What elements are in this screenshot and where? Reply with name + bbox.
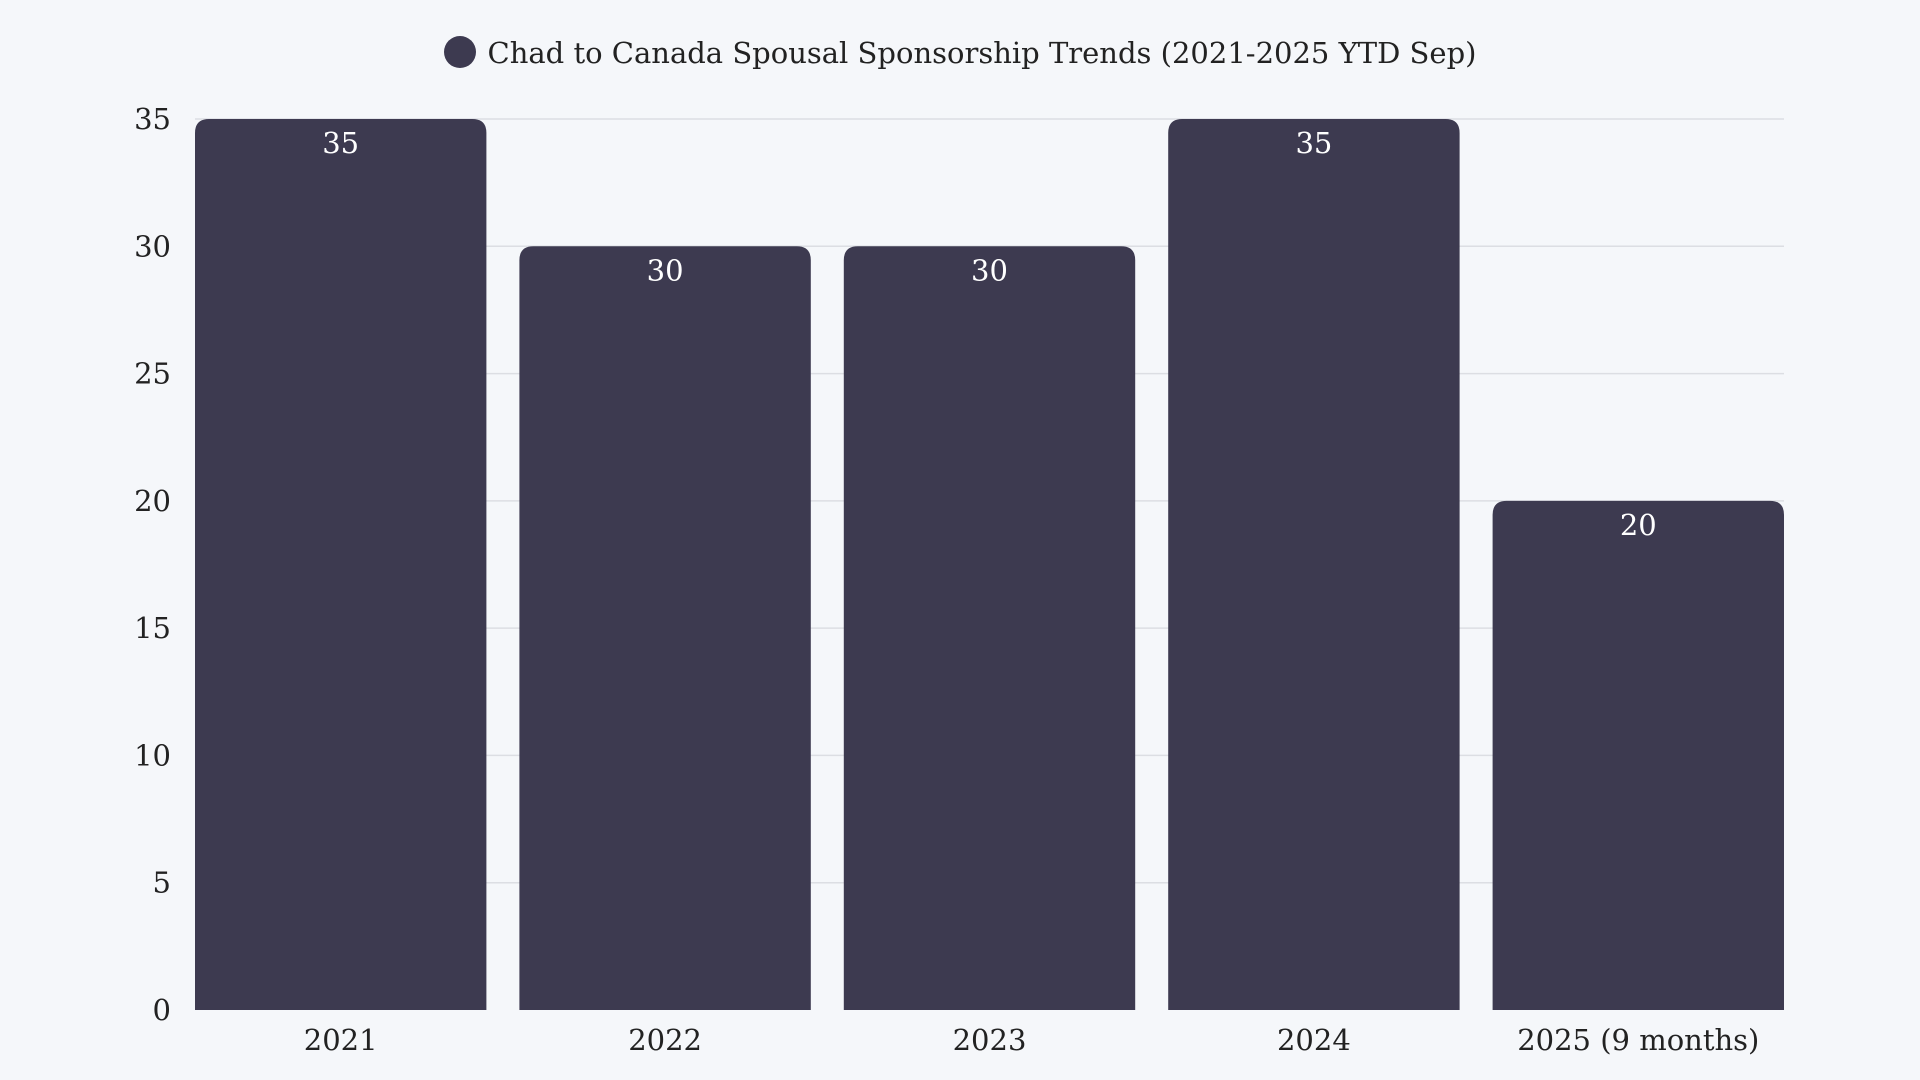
bar-2025-9-months- (1492, 500, 1784, 1010)
bar-2023 (843, 246, 1136, 1011)
y-tick-label: 20 (134, 484, 171, 518)
y-tick-label: 30 (134, 229, 171, 263)
legend-swatch (443, 36, 476, 68)
data-label: 30 (647, 253, 684, 287)
y-tick-label: 0 (153, 993, 171, 1027)
y-tick-label: 10 (134, 738, 171, 772)
data-label: 20 (1620, 508, 1657, 542)
y-tick-label: 25 (134, 357, 171, 391)
legend[interactable]: Chad to Canada Spousal Sponsorship Trend… (0, 36, 1920, 70)
x-tick-label: 2021 (304, 1023, 378, 1057)
x-tick-label: 2025 (9 months) (1517, 1023, 1759, 1057)
bar-2024 (1168, 119, 1460, 1010)
x-tick-label: 2023 (953, 1023, 1027, 1057)
bar-2022 (519, 246, 811, 1011)
legend-label: Chad to Canada Spousal Sponsorship Trend… (487, 36, 1477, 70)
data-label: 35 (322, 126, 359, 160)
x-tick-label: 2022 (628, 1023, 702, 1057)
data-label: 35 (1295, 126, 1332, 160)
y-tick-label: 35 (134, 102, 171, 136)
y-tick-label: 15 (134, 611, 171, 645)
y-tick-label: 5 (153, 866, 171, 900)
x-tick-label: 2024 (1277, 1023, 1351, 1057)
data-label: 30 (971, 253, 1008, 287)
bar-2021 (195, 119, 487, 1010)
